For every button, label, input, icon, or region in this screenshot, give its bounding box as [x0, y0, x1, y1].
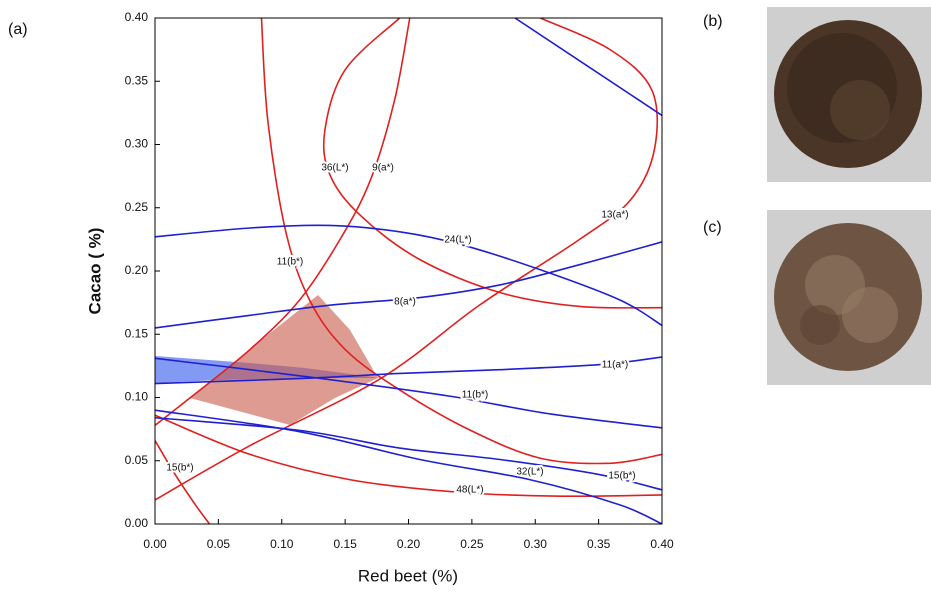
- contour-line: [155, 409, 662, 524]
- contour-label: 32(L*): [516, 467, 543, 478]
- contour-line: [155, 416, 662, 491]
- contour-line: [322, 18, 662, 309]
- y-tick-label: 0.30: [125, 137, 149, 151]
- x-tick-label: 0.15: [333, 537, 357, 551]
- contour-label: 24(L*): [444, 235, 471, 246]
- contour-line: [155, 241, 662, 329]
- y-tick-label: 0.00: [125, 516, 149, 530]
- contour-labels: 36(L*) 9(a*) 13(a*) 11(b*) 48(L*) 15(b*) 24(L*…: [164, 161, 637, 498]
- red-region: [190, 295, 378, 425]
- x-tick-label: 0.30: [524, 537, 548, 551]
- contour-line: [260, 18, 662, 465]
- x-tick-label: 0.10: [270, 537, 294, 551]
- x-tick-label: 0.40: [650, 537, 674, 551]
- contour-label: 11(b*): [462, 390, 489, 401]
- contour-line: [155, 18, 411, 426]
- y-axis-label: Cacao ( %): [85, 228, 104, 315]
- plot-area: [155, 18, 662, 524]
- photo-b: [767, 7, 931, 182]
- contour-label: 48(L*): [456, 485, 483, 496]
- y-tick-label: 0.35: [125, 73, 149, 87]
- x-tick-label: 0.35: [587, 537, 611, 551]
- contour-label: 11(a*): [602, 360, 629, 371]
- contour-line: [514, 18, 662, 117]
- y-tick-label: 0.05: [125, 453, 149, 467]
- contour-label: 11(b*): [277, 257, 304, 268]
- contour-label: 15(b*): [608, 471, 635, 482]
- contour-label: 13(a*): [601, 210, 628, 221]
- x-tick-label: 0.05: [207, 537, 231, 551]
- contour-label: 36(L*): [321, 163, 348, 174]
- x-tick-label: 0.00: [143, 537, 167, 551]
- y-tick-label: 0.25: [125, 200, 149, 214]
- contour-label: 8(a*): [394, 297, 416, 308]
- panel-label: (b): [703, 13, 723, 30]
- contour-line: [155, 356, 662, 385]
- contour-line: [155, 414, 662, 498]
- y-tick-label: 0.40: [125, 10, 149, 24]
- contour-label: 15(b*): [166, 463, 193, 474]
- contour-label: 9(a*): [372, 163, 394, 174]
- y-tick-label: 0.20: [125, 263, 149, 277]
- panel-label: (c): [703, 219, 722, 236]
- photo-c: [767, 210, 931, 385]
- x-tick-label: 0.20: [397, 537, 421, 551]
- contour-line: [155, 18, 659, 501]
- y-tick-label: 0.10: [125, 390, 149, 404]
- y-tick-label: 0.15: [125, 326, 149, 340]
- panel-label: (a): [8, 21, 28, 38]
- x-axis-label: Red beet (%): [358, 566, 458, 585]
- contour-line: [155, 224, 662, 327]
- x-tick-label: 0.25: [460, 537, 484, 551]
- contour-line: [155, 357, 662, 429]
- contour-line: [155, 440, 211, 524]
